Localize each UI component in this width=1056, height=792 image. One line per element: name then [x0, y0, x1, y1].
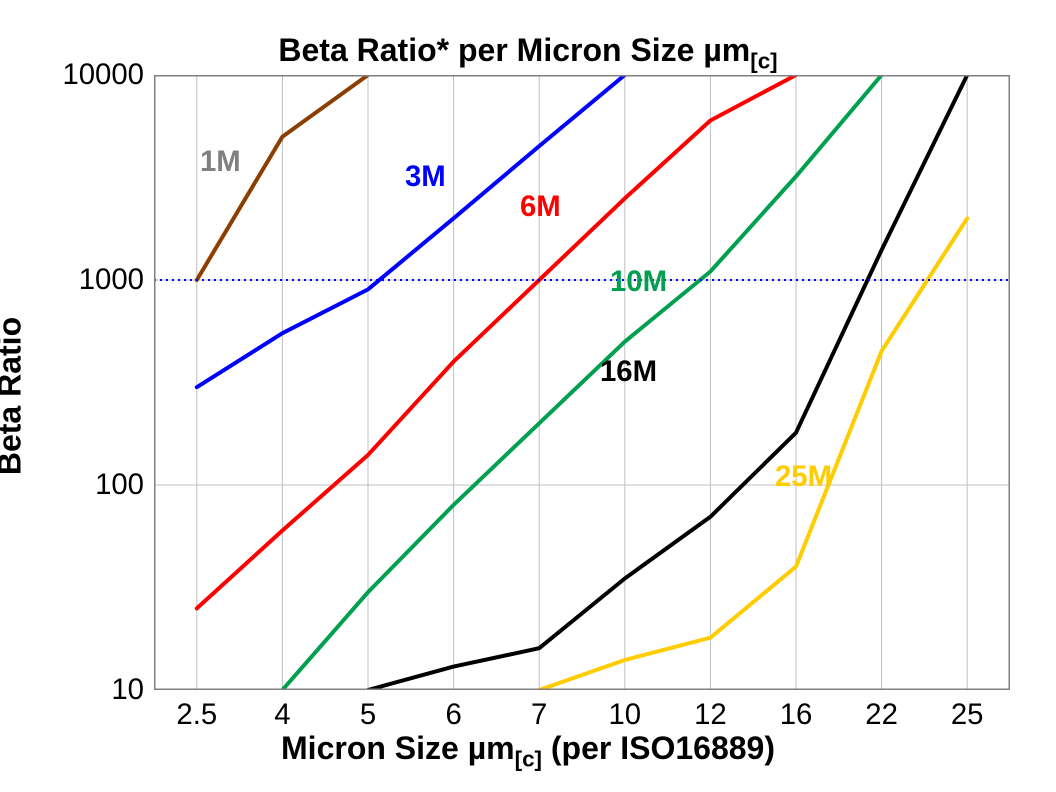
x-tick: 5 — [360, 698, 376, 732]
plot-area — [154, 75, 1010, 690]
x-tick: 12 — [694, 698, 727, 732]
x-tick: 16 — [780, 698, 813, 732]
y-tick: 1000 — [40, 263, 144, 297]
y-tick: 10000 — [40, 58, 144, 92]
series-line-10M — [282, 75, 881, 690]
series-label-25M: 25M — [775, 460, 832, 494]
series-line-25M — [539, 218, 967, 690]
x-tick: 4 — [274, 698, 290, 732]
series-line-6M — [197, 75, 796, 608]
series-label-16M: 16M — [600, 355, 657, 389]
x-tick: 7 — [531, 698, 547, 732]
x-tick: 22 — [865, 698, 898, 732]
series-line-3M — [197, 75, 625, 387]
series-label-1M: 1M — [200, 145, 241, 179]
series-label-3M: 3M — [405, 160, 446, 194]
x-axis-label: Micron Size µm[c] (per ISO16889) — [0, 730, 1056, 772]
x-tick: 6 — [445, 698, 461, 732]
x-tick: 10 — [608, 698, 641, 732]
series-line-16M — [368, 75, 967, 690]
chart-container: { "title": { "base": "Beta Ratio* per Mi… — [0, 0, 1056, 792]
y-tick: 10 — [40, 673, 144, 707]
y-tick: 100 — [40, 468, 144, 502]
series-label-10M: 10M — [610, 265, 667, 299]
x-tick: 25 — [951, 698, 984, 732]
y-axis-label: Beta Ratio — [0, 317, 29, 475]
chart-title: Beta Ratio* per Micron Size µm[c] — [0, 32, 1056, 74]
series-label-6M: 6M — [520, 190, 561, 224]
x-tick: 2.5 — [176, 698, 217, 732]
